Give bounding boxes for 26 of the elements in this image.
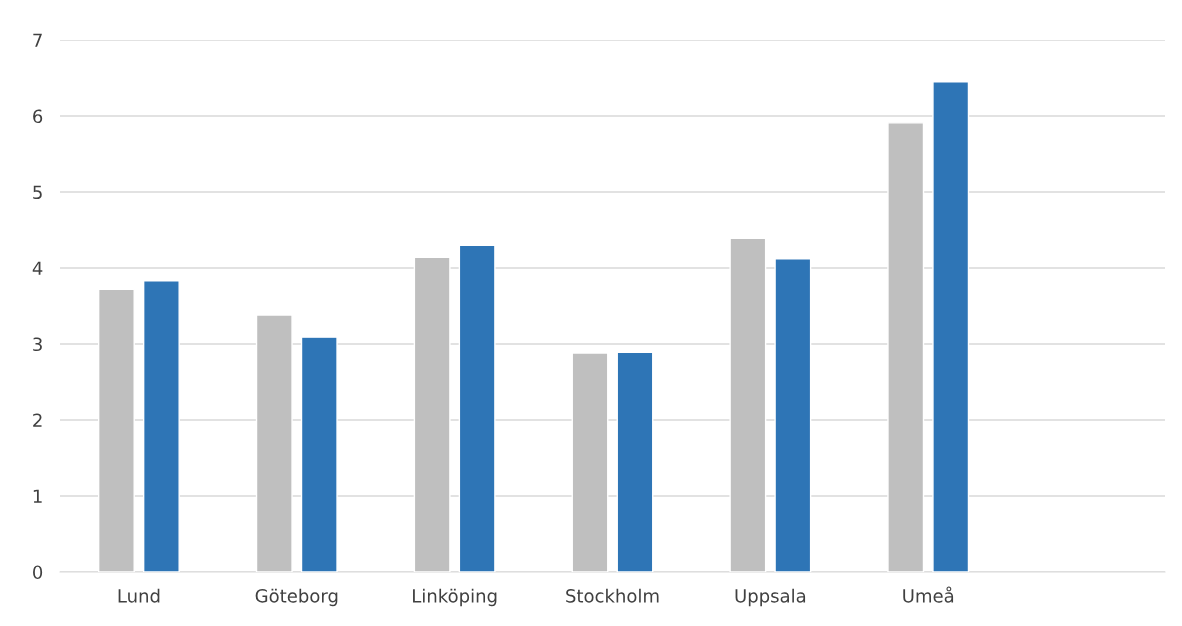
- bar: [300, 336, 338, 572]
- y-tick-label: 5: [33, 185, 42, 200]
- bar: [97, 288, 135, 572]
- y-tick-label: 7: [33, 33, 42, 47]
- bar: [774, 258, 812, 572]
- x-tick-label: Lund: [118, 588, 160, 603]
- bar: [413, 256, 451, 572]
- bar: [616, 351, 654, 572]
- y-tick-label: 0: [33, 565, 43, 580]
- bar: [255, 314, 293, 572]
- bar: [887, 122, 925, 572]
- x-tick-label: Umeå: [903, 586, 954, 603]
- y-tick-label: 2: [33, 413, 42, 427]
- x-tick-label: Stockholm: [566, 588, 659, 603]
- bar: [932, 81, 970, 572]
- y-tick-label: 4: [32, 261, 43, 275]
- x-tick-label: Göteborg: [255, 588, 338, 607]
- x-tick-label: Linköping: [413, 588, 497, 607]
- y-tick-label: 6: [33, 109, 43, 124]
- bar: [571, 352, 609, 572]
- bar: [142, 280, 180, 572]
- y-tick-label: 1: [33, 489, 42, 503]
- bar: [729, 237, 767, 572]
- x-tick-label: Uppsala: [735, 588, 806, 607]
- y-tick-label: 3: [33, 337, 42, 352]
- bar: [458, 244, 496, 572]
